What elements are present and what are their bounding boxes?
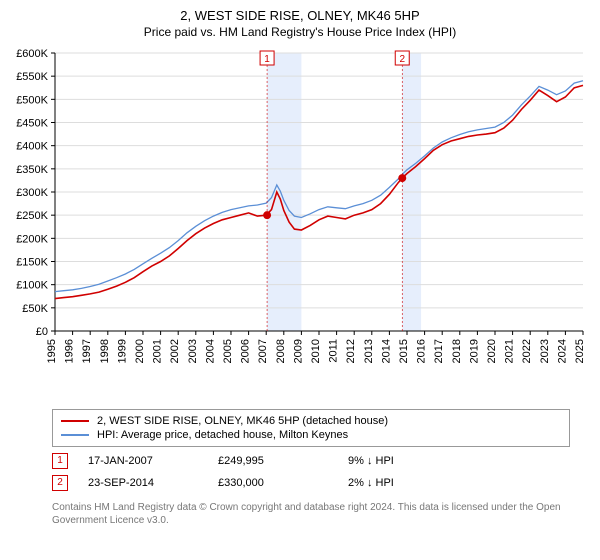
sale-price: £330,000 (218, 477, 328, 489)
svg-text:£400K: £400K (16, 141, 48, 153)
svg-text:2012: 2012 (345, 339, 357, 363)
sale-badge: 1 (52, 453, 68, 469)
legend-swatch-property (61, 420, 89, 422)
sale-date: 17-JAN-2007 (88, 455, 198, 467)
sale-row: 1 17-JAN-2007 £249,995 9% ↓ HPI (52, 453, 570, 469)
legend: 2, WEST SIDE RISE, OLNEY, MK46 5HP (deta… (52, 409, 570, 447)
svg-text:£0: £0 (36, 326, 48, 338)
svg-text:£250K: £250K (16, 210, 48, 222)
svg-text:2014: 2014 (380, 339, 392, 363)
svg-text:2021: 2021 (504, 339, 516, 363)
legend-label-hpi: HPI: Average price, detached house, Milt… (97, 429, 348, 441)
svg-text:£550K: £550K (16, 71, 48, 83)
svg-text:2005: 2005 (222, 339, 234, 363)
disclaimer-text: Contains HM Land Registry data © Crown c… (52, 501, 570, 527)
svg-text:£350K: £350K (16, 164, 48, 176)
svg-text:1998: 1998 (99, 339, 111, 363)
sale-delta: 9% ↓ HPI (348, 455, 458, 467)
legend-item-property: 2, WEST SIDE RISE, OLNEY, MK46 5HP (deta… (61, 414, 561, 428)
svg-text:2003: 2003 (187, 339, 199, 363)
svg-text:2007: 2007 (257, 339, 269, 363)
svg-text:2019: 2019 (468, 339, 480, 363)
svg-text:2015: 2015 (398, 339, 410, 363)
svg-text:1: 1 (264, 54, 270, 65)
svg-text:2022: 2022 (521, 339, 533, 363)
sale-row: 2 23-SEP-2014 £330,000 2% ↓ HPI (52, 475, 570, 491)
legend-item-hpi: HPI: Average price, detached house, Milt… (61, 428, 561, 442)
svg-text:£200K: £200K (16, 233, 48, 245)
svg-text:2020: 2020 (486, 339, 498, 363)
svg-text:2017: 2017 (433, 339, 445, 363)
svg-text:2023: 2023 (539, 339, 551, 363)
svg-text:1997: 1997 (81, 339, 93, 363)
svg-text:£150K: £150K (16, 257, 48, 269)
svg-text:£500K: £500K (16, 94, 48, 106)
svg-text:2018: 2018 (451, 339, 463, 363)
svg-text:£300K: £300K (16, 187, 48, 199)
svg-text:2010: 2010 (310, 339, 322, 363)
price-chart: £0 £50K £100K £150K £200K £250K £300K £350K £400… (0, 43, 600, 403)
svg-text:2013: 2013 (363, 339, 375, 363)
legend-swatch-hpi (61, 434, 89, 436)
svg-text:£100K: £100K (16, 280, 48, 292)
svg-text:£50K: £50K (22, 303, 48, 315)
svg-text:2016: 2016 (416, 339, 428, 363)
svg-text:2009: 2009 (292, 339, 304, 363)
svg-text:2: 2 (399, 54, 405, 65)
svg-text:2001: 2001 (152, 339, 164, 363)
svg-text:1999: 1999 (116, 339, 128, 363)
legend-label-property: 2, WEST SIDE RISE, OLNEY, MK46 5HP (deta… (97, 415, 388, 427)
sale-badge: 2 (52, 475, 68, 491)
svg-text:£450K: £450K (16, 118, 48, 130)
svg-text:2000: 2000 (134, 339, 146, 363)
page-subtitle: Price paid vs. HM Land Registry's House … (0, 23, 600, 43)
svg-text:2024: 2024 (556, 339, 568, 363)
svg-text:1995: 1995 (46, 339, 58, 363)
sale-date: 23-SEP-2014 (88, 477, 198, 489)
svg-text:1996: 1996 (64, 339, 76, 363)
svg-text:2002: 2002 (169, 339, 181, 363)
svg-text:£600K: £600K (16, 48, 48, 60)
page-title: 2, WEST SIDE RISE, OLNEY, MK46 5HP (0, 0, 600, 23)
sale-delta: 2% ↓ HPI (348, 477, 458, 489)
svg-text:2008: 2008 (275, 339, 287, 363)
svg-text:2004: 2004 (204, 339, 216, 363)
svg-text:2011: 2011 (328, 339, 340, 363)
svg-text:2006: 2006 (240, 339, 252, 363)
sale-price: £249,995 (218, 455, 328, 467)
svg-text:2025: 2025 (574, 339, 586, 363)
